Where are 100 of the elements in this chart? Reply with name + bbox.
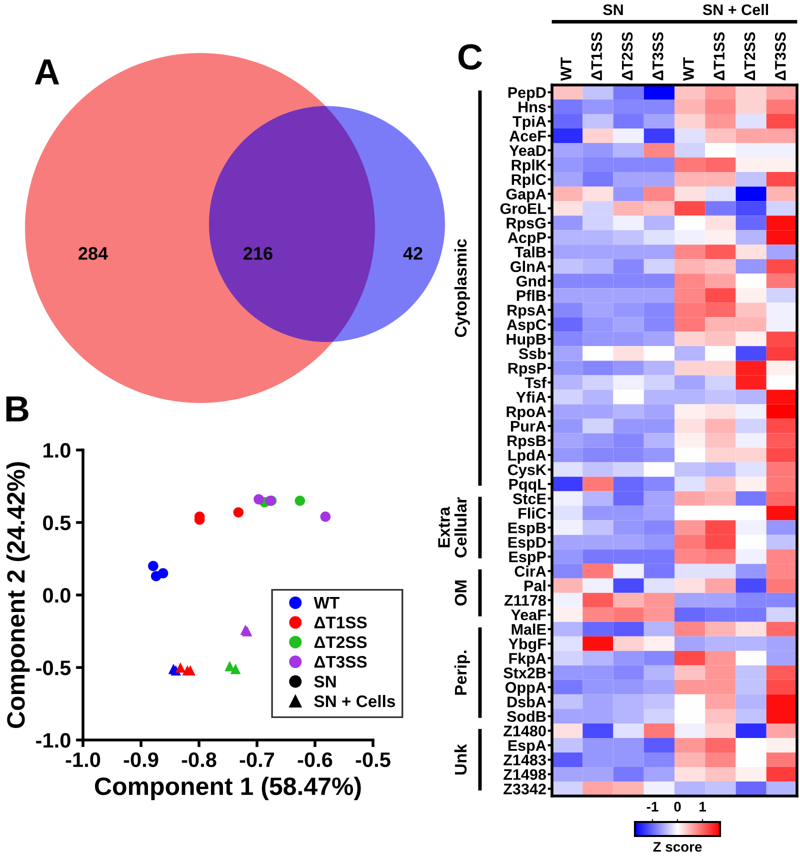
x-tick-label: ΔT2SS [744,32,756,80]
color-bar-label: 1 [700,802,706,812]
y-axis-title: Component 2 (24.42%) [6,462,30,728]
text: A [34,59,60,84]
point [148,560,158,572]
y-tick-label: RplC [512,174,546,188]
y-tick-label: PurA [510,421,546,432]
x-tick-label: -1.0 [66,752,100,768]
y-tick-label: Z1498 [504,769,546,780]
data-label: 42 [403,247,422,260]
x-tick-label: -0.9 [124,752,158,768]
y-tick-label: HupB [506,334,546,348]
y-tick-label: MalE [512,624,546,635]
legend-label: ΔT3SS [314,656,367,668]
x-tick-label: WT [683,57,694,81]
point [320,512,331,522]
y-tick-label: YeaD [509,145,546,156]
point [230,664,241,674]
color-bar-label: 0 [674,802,681,812]
y-tick-label: StcE [512,493,546,504]
y-tick-label: Z3342 [504,784,546,794]
y-tick-label: Z1483 [504,754,546,766]
y-tick-label: RpoA [506,406,546,420]
y-tick-label: AcpP [508,232,546,246]
text: Extra Cellular [438,497,467,558]
x-tick-label: -0.6 [298,752,332,768]
x-tick-label: ΔT3SS [652,32,664,80]
y-tick-label: PflB [516,290,546,301]
x-tick-label: ΔT1SS [591,32,602,80]
y-tick-label: -1.0 [36,733,70,748]
y-tick-label: -0.5 [36,660,71,676]
y-tick-label: TpiA [512,116,546,130]
x-tick-label: ΔT1SS [714,32,725,80]
legend-label: SN + Cells [314,694,396,708]
color-bar-label: -1 [646,802,658,812]
y-tick-label: GlnA [510,260,546,272]
y-tick-label: Stx2B [504,668,546,678]
point [233,507,244,518]
x-tick-label: WT [560,57,572,81]
y-tick-label: RpsA [508,304,546,319]
x-tick-label: -0.7 [240,752,274,768]
x-axis-title: Component 1 (58.47%) [94,776,361,800]
legend-label: ΔT2SS [314,636,367,648]
x-tick-label: ΔT3SS [774,32,786,80]
text: SN [603,4,623,16]
y-tick-label: RplK [512,159,546,174]
y-tick-label: DsbA [508,696,546,708]
y-tick-label: Z1178 [504,594,546,606]
y-tick-label: FkpA [509,652,546,667]
text: Perip. [454,650,470,695]
y-tick-label: EspD [508,537,546,551]
y-tick-label: CirA [514,566,546,577]
data-label: 216 [244,247,272,260]
y-tick-label: Gnd [516,275,546,287]
legend-label: ΔT1SS [314,616,367,628]
text: SN + Cell [702,4,768,16]
point [158,568,168,578]
y-tick-label: Ssb [518,348,546,360]
text: Unk [454,744,467,774]
y-tick-label: OppA [505,682,546,696]
x-tick-label: -0.5 [356,752,390,768]
y-tick-label: RpsP [508,362,546,377]
y-tick-label: YfiA [516,391,546,403]
y-tick-label: SodB [506,710,546,722]
y-tick-label: 0.0 [43,588,70,603]
text: C [458,44,482,70]
y-tick-label: AspC [506,319,546,334]
y-tick-label: EspA [508,740,546,754]
y-tick-label: 0.5 [43,516,71,530]
y-tick-label: TalB [514,246,546,258]
y-tick-label: AceF [509,130,546,142]
y-tick-label: LpdA [508,449,546,464]
y-tick-label: 1.0 [44,443,70,458]
y-tick-label: PqqL [509,479,546,493]
y-tick-label: GapA [506,188,546,203]
legend-label: SN [314,676,336,688]
color-bar-title: Z score [653,842,702,852]
y-tick-label: YeaF [511,610,546,620]
y-tick-label: Tsf [524,376,546,388]
data-label: 284 [78,247,108,260]
x-tick-label: ΔT2SS [622,32,633,80]
y-tick-label: YbgF [508,638,546,652]
point [254,494,264,504]
text: B [6,396,28,422]
point [294,496,306,506]
text: Cytoplasmic [454,239,470,338]
y-tick-label: EspP [509,552,546,566]
legend-label: WT [314,597,340,609]
y-tick-label: Pal [524,580,546,592]
x-tick-label: -0.8 [182,752,216,768]
y-tick-label: PepD [508,87,546,101]
text: OM [454,580,467,606]
y-tick-label: GroEL [500,203,546,214]
y-tick-label: EspB [508,522,546,536]
y-tick-label: Hns [518,102,546,112]
y-tick-label: RpsG [506,218,546,232]
y-tick-label: Z1480 [504,726,546,736]
y-tick-label: RpsB [508,436,546,450]
y-tick-label: CysK [508,464,546,478]
y-tick-label: FliC [518,508,546,519]
